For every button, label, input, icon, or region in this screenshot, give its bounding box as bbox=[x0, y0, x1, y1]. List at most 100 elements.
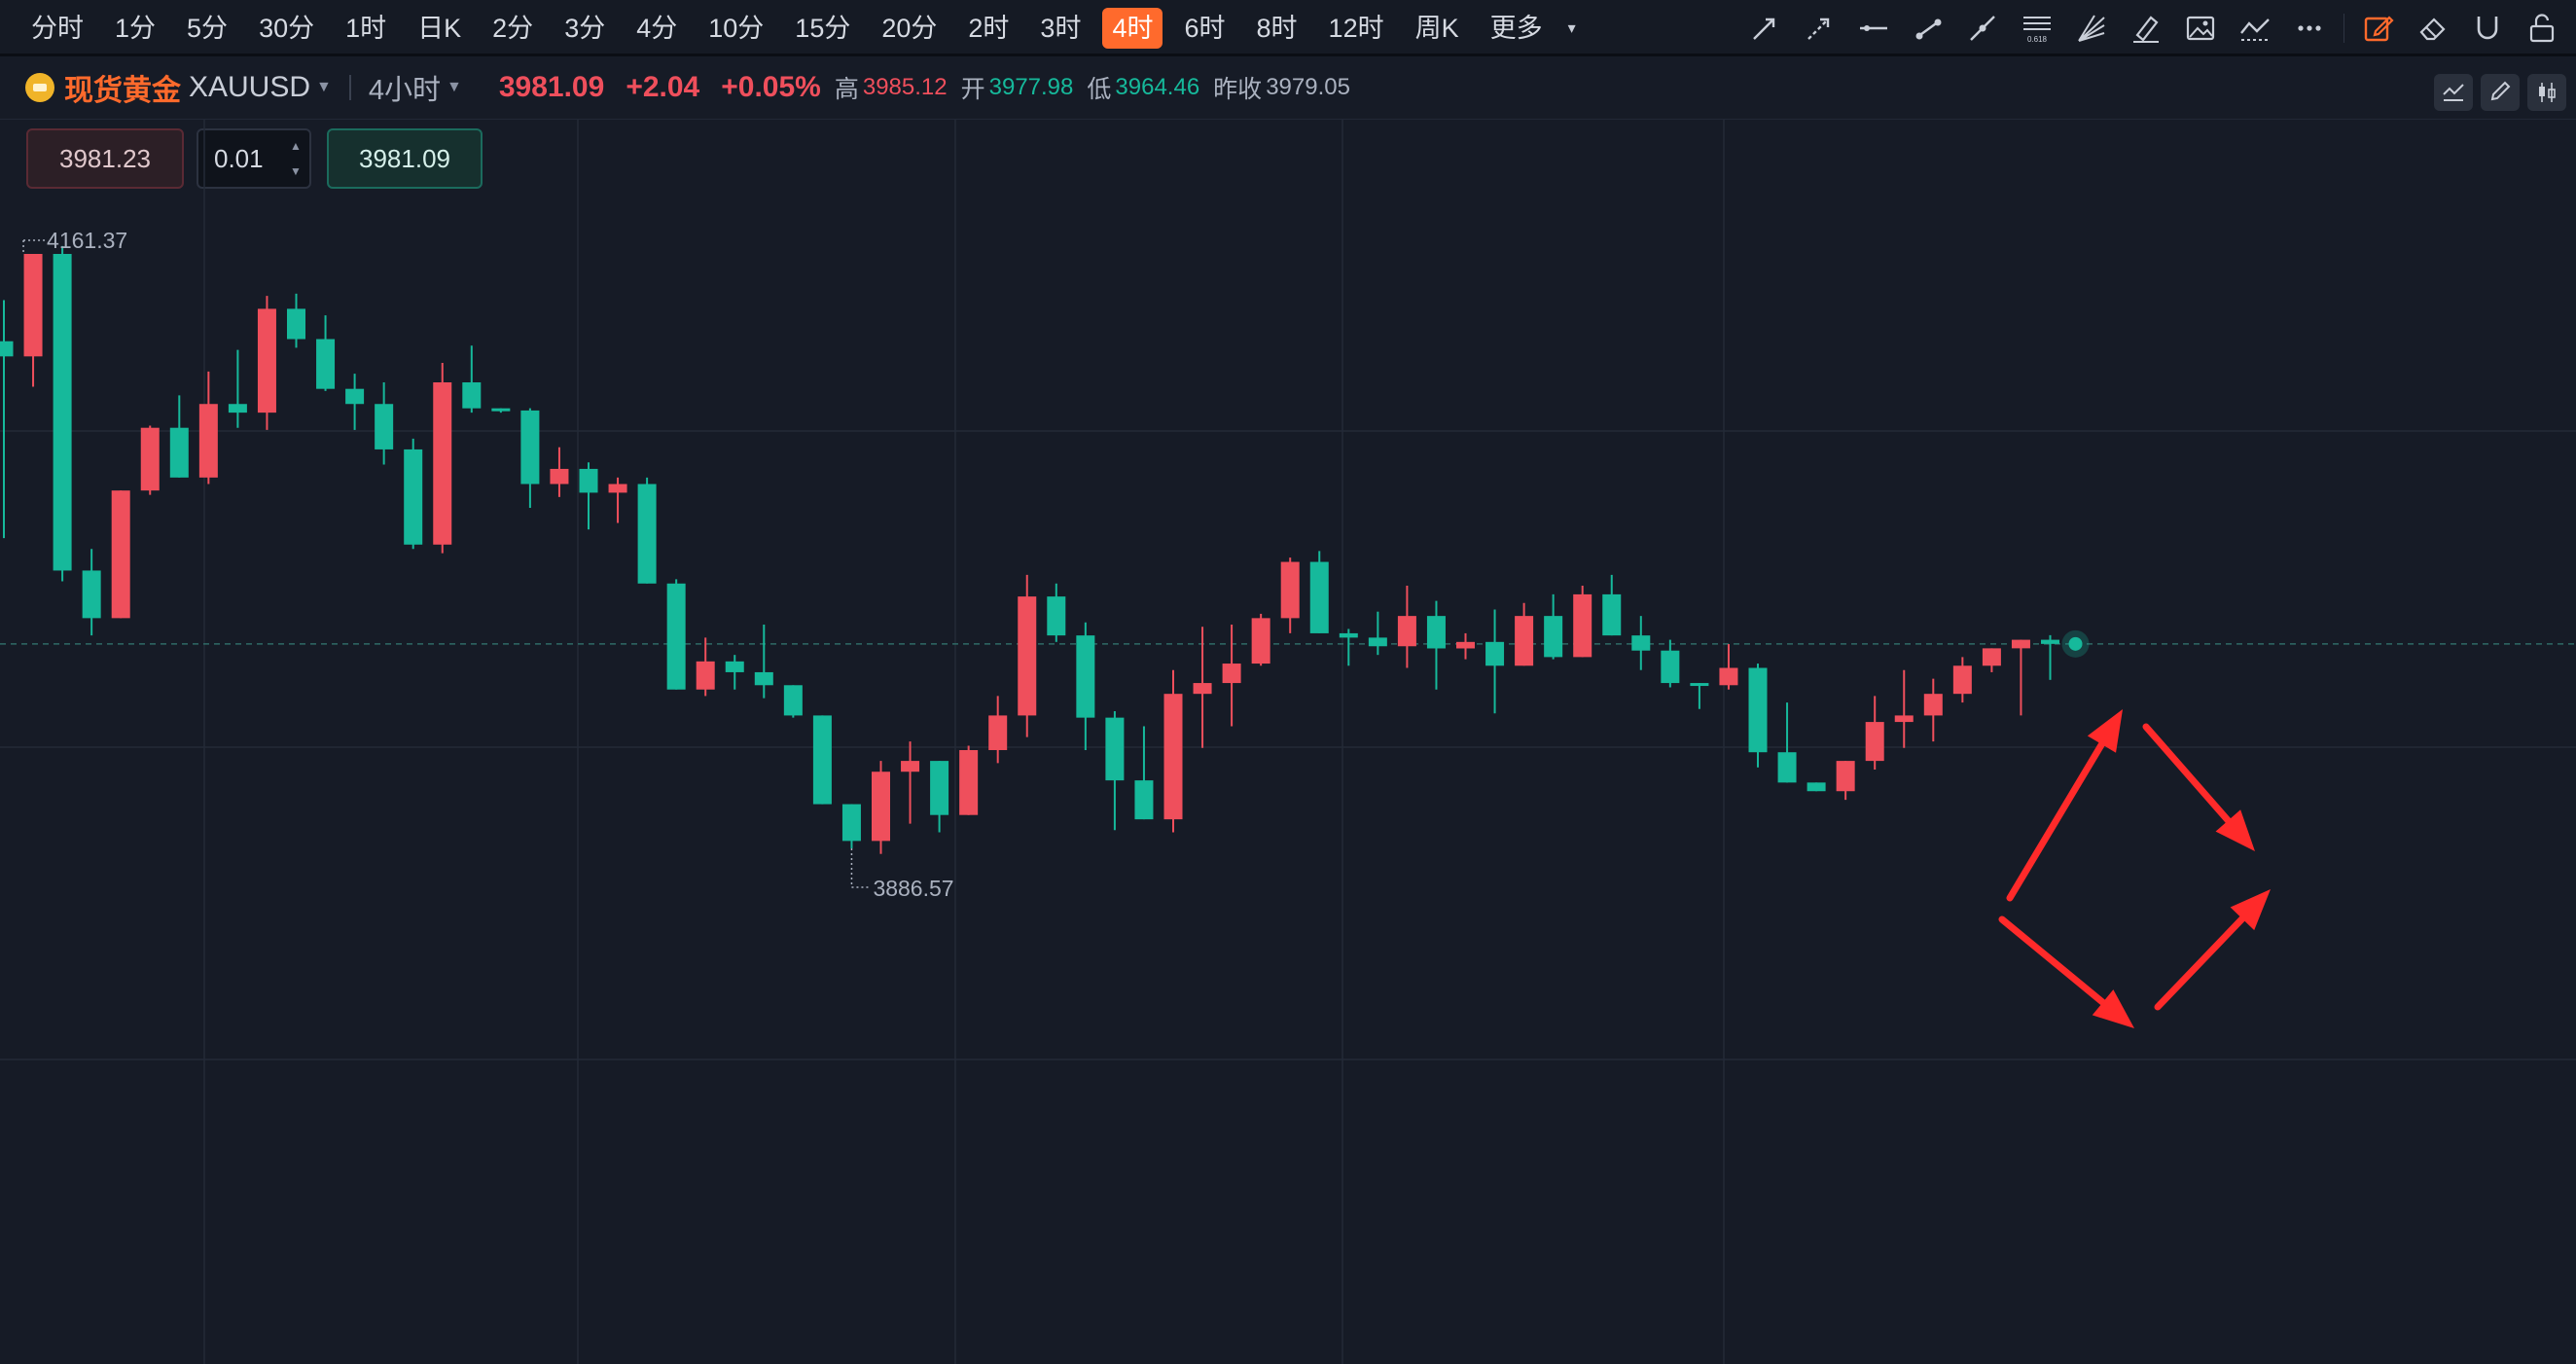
highlighter-icon[interactable] bbox=[2126, 8, 2166, 49]
candle-body-59 bbox=[1719, 667, 1738, 686]
symbol-code[interactable]: XAUUSD bbox=[189, 71, 311, 103]
candle-body-44 bbox=[1280, 561, 1300, 619]
candle-body-52 bbox=[1515, 616, 1534, 666]
timeframe-0[interactable]: 分时 bbox=[31, 14, 84, 43]
candle-body-17 bbox=[491, 408, 511, 412]
timeframe-6[interactable]: 2分 bbox=[492, 14, 534, 43]
candle-body-64 bbox=[1865, 722, 1884, 762]
symbol-name[interactable]: 现货黄金 bbox=[64, 75, 181, 107]
candle-body-13 bbox=[375, 404, 394, 449]
pen-line-icon[interactable] bbox=[1962, 8, 2003, 49]
arrow-line-icon[interactable] bbox=[1744, 8, 1785, 49]
magnet-icon[interactable] bbox=[2467, 8, 2508, 49]
timeframe-2[interactable]: 5分 bbox=[187, 14, 229, 43]
chevron-down-icon[interactable]: ▼ bbox=[447, 79, 462, 95]
candle-body-68 bbox=[1982, 648, 2001, 666]
increment-icon[interactable]: ▲ bbox=[290, 139, 302, 153]
candle-body-70 bbox=[2041, 639, 2059, 644]
sell-price-button[interactable]: 3981.23 bbox=[26, 128, 184, 189]
candle-body-28 bbox=[812, 715, 832, 805]
horizontal-line-icon[interactable] bbox=[1853, 8, 1894, 49]
high-value: 3985.12 bbox=[862, 74, 948, 100]
price-change: +2.04 bbox=[626, 71, 700, 103]
candle-body-31 bbox=[901, 761, 920, 772]
eraser-icon[interactable] bbox=[2413, 8, 2453, 49]
candle-body-60 bbox=[1748, 667, 1768, 753]
timeframe-18[interactable]: 周K bbox=[1414, 14, 1459, 43]
segment-icon[interactable] bbox=[1908, 8, 1949, 49]
low-value: 3964.46 bbox=[1115, 74, 1200, 100]
candle-body-40 bbox=[1163, 694, 1183, 820]
symbol-info-bar: 现货黄金 XAUUSD ▼ 4小时 ▼ 3981.09 +2.04 +0.05%… bbox=[0, 56, 2576, 120]
quantity-value[interactable]: 0.01 bbox=[214, 143, 264, 173]
timeframe-11[interactable]: 20分 bbox=[881, 14, 938, 43]
candle-body-49 bbox=[1426, 616, 1446, 649]
live-price-dot bbox=[2068, 636, 2083, 651]
candle-body-0 bbox=[0, 341, 14, 357]
timeframe-15[interactable]: 6时 bbox=[1184, 14, 1226, 43]
candle-body-20 bbox=[579, 468, 598, 493]
min-price-label: 3886.57 bbox=[873, 876, 954, 901]
svg-text:0.618: 0.618 bbox=[2027, 35, 2048, 44]
timeframe-5[interactable]: 日K bbox=[417, 14, 462, 43]
timeframe-16[interactable]: 8时 bbox=[1256, 14, 1298, 43]
candle-body-4 bbox=[111, 490, 130, 619]
candle-body-1 bbox=[23, 254, 43, 357]
candlestick-chart[interactable]: 4161.37 3886.57 bbox=[0, 120, 2576, 1364]
timeframe-3[interactable]: 30分 bbox=[259, 14, 315, 43]
timeframe-13[interactable]: 3时 bbox=[1040, 14, 1082, 43]
candlestick-icon[interactable] bbox=[2527, 74, 2566, 111]
candle-body-37 bbox=[1076, 635, 1095, 718]
line-chart-icon[interactable] bbox=[2434, 74, 2473, 111]
decrement-icon[interactable]: ▼ bbox=[290, 164, 302, 178]
timeframe-17[interactable]: 12时 bbox=[1328, 14, 1384, 43]
chart-canvas[interactable] bbox=[0, 120, 2576, 1364]
forecast-arrow-down-2-head bbox=[2092, 989, 2134, 1028]
candle-body-19 bbox=[550, 468, 569, 485]
unlock-icon[interactable] bbox=[2522, 8, 2562, 49]
chart-mode-tools bbox=[2426, 74, 2566, 111]
low-label: 低 bbox=[1087, 76, 1112, 103]
candle-body-62 bbox=[1807, 782, 1826, 792]
forecast-arrow-up-2-head bbox=[2230, 889, 2271, 931]
candle-body-15 bbox=[433, 382, 452, 545]
timeframe-19[interactable]: 更多 bbox=[1489, 14, 1543, 43]
drawing-tools: 0.618 bbox=[1731, 0, 2562, 56]
quantity-stepper[interactable]: 0.01 ▲ ▼ bbox=[197, 128, 311, 189]
divider bbox=[348, 75, 351, 100]
candle-body-6 bbox=[169, 427, 189, 478]
chevron-down-icon[interactable]: ▾ bbox=[1567, 20, 1576, 37]
candle-body-50 bbox=[1456, 641, 1475, 649]
open-value: 3977.98 bbox=[988, 74, 1074, 100]
ray-arrow-icon[interactable] bbox=[1799, 8, 1840, 49]
edit-icon[interactable] bbox=[2358, 8, 2399, 49]
fibonacci-icon[interactable]: 0.618 bbox=[2017, 8, 2057, 49]
timeframe-12[interactable]: 2时 bbox=[968, 14, 1010, 43]
candle-body-65 bbox=[1894, 715, 1914, 723]
timeframe-10[interactable]: 15分 bbox=[795, 14, 851, 43]
candle-body-11 bbox=[316, 339, 336, 389]
image-icon[interactable] bbox=[2180, 8, 2221, 49]
candle-body-41 bbox=[1193, 683, 1212, 695]
timeframe-9[interactable]: 10分 bbox=[708, 14, 765, 43]
interval-selector[interactable]: 4小时 bbox=[368, 75, 442, 106]
timeframe-7[interactable]: 3分 bbox=[564, 14, 606, 43]
timeframe-8[interactable]: 4分 bbox=[636, 14, 678, 43]
pencil-icon[interactable] bbox=[2481, 74, 2520, 111]
high-label: 高 bbox=[834, 76, 859, 103]
timeframe-1[interactable]: 1分 bbox=[115, 14, 157, 43]
buy-price-button[interactable]: 3981.09 bbox=[327, 128, 483, 189]
more-icon[interactable] bbox=[2289, 8, 2330, 49]
timeframe-4[interactable]: 1时 bbox=[345, 14, 387, 43]
timeframe-14[interactable]: 4时 bbox=[1102, 8, 1163, 49]
candle-body-26 bbox=[754, 671, 773, 686]
candle-body-10 bbox=[287, 308, 305, 340]
chevron-down-icon[interactable]: ▼ bbox=[316, 79, 332, 95]
trend-icon[interactable] bbox=[2235, 8, 2275, 49]
candle-body-55 bbox=[1602, 593, 1622, 636]
candle-body-39 bbox=[1134, 780, 1154, 820]
fan-icon[interactable] bbox=[2071, 8, 2112, 49]
candle-body-8 bbox=[228, 404, 247, 413]
price-change-percent: +0.05% bbox=[721, 71, 821, 103]
candle-body-3 bbox=[82, 570, 101, 619]
